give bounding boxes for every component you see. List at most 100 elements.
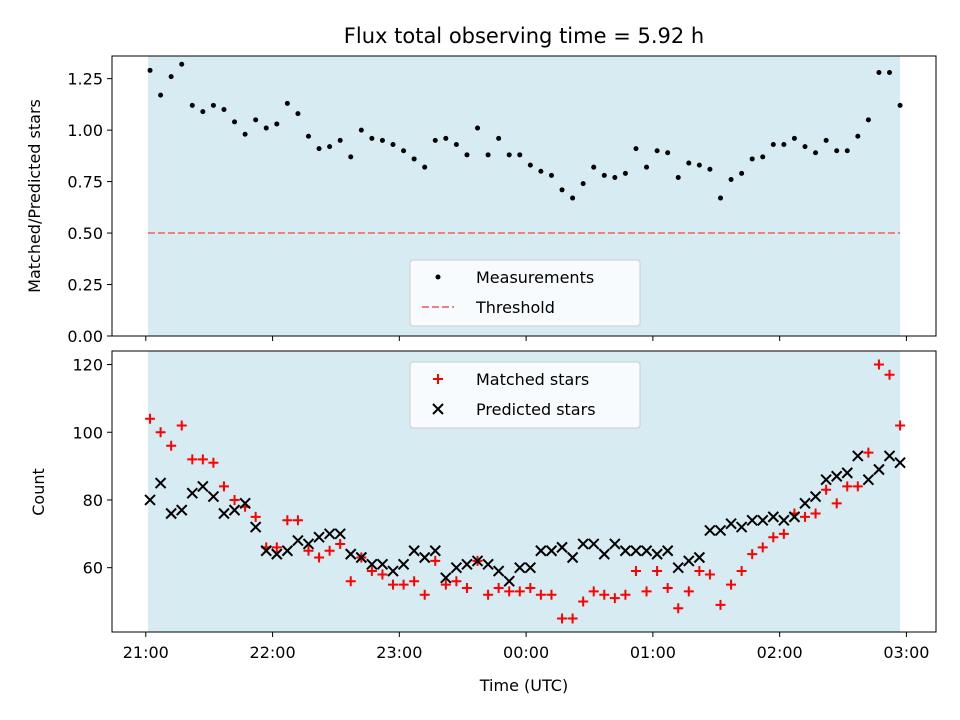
top-point: [813, 150, 819, 156]
bottom-matched-point: [683, 586, 694, 597]
top-legend-label: Measurements: [476, 268, 594, 287]
bottom-predicted-point: [767, 511, 780, 523]
bottom-matched-point: [778, 528, 789, 539]
bottom-predicted-point: [588, 538, 600, 550]
top-point: [644, 164, 650, 170]
top-point: [865, 117, 871, 123]
bottom-predicted-point: [619, 545, 632, 557]
top-point: [158, 92, 164, 98]
bottom-predicted-point: [778, 514, 790, 526]
x-tick-label: 00:00: [503, 643, 549, 662]
bottom-predicted-point: [514, 561, 526, 574]
bottom-predicted-point: [577, 538, 589, 550]
bottom-predicted-point: [492, 565, 505, 577]
bottom-matched-point: [588, 586, 599, 597]
bottom-matched-point: [810, 508, 821, 519]
bottom-matched-point: [282, 515, 293, 526]
top-point: [538, 168, 544, 174]
bottom-matched-point: [250, 511, 261, 522]
top-point: [284, 100, 290, 106]
bottom-matched-point: [768, 532, 779, 543]
bottom-predicted-point: [260, 545, 272, 557]
bottom-predicted-point: [809, 490, 822, 503]
bottom-matched-point: [842, 481, 853, 492]
bottom-predicted-point: [788, 511, 801, 523]
top-point: [728, 177, 734, 183]
bottom-matched-point: [493, 582, 504, 593]
bottom-legend-label: Predicted stars: [476, 400, 596, 419]
top-point: [464, 152, 470, 158]
top-point: [739, 170, 745, 176]
top-point: [686, 160, 692, 166]
top-point: [401, 148, 407, 154]
bottom-predicted-point: [323, 528, 336, 540]
bottom-matched-point: [757, 542, 768, 553]
top-point: [517, 152, 523, 158]
top-point: [253, 117, 259, 123]
bottom-predicted-point: [757, 514, 769, 526]
bottom-predicted-point: [408, 545, 420, 557]
bottom-matched-point: [440, 579, 451, 590]
top-panel: 0.00 0.25 0.50 0.75 1.00 1.25 Measurements Thre…: [67, 55, 937, 346]
top-point: [696, 162, 702, 168]
top-y-axis-label: Matched/Predicted stars: [25, 99, 44, 293]
bottom-predicted-point: [176, 504, 188, 516]
bottom-predicted-point: [450, 561, 463, 574]
bottom-predicted-point: [746, 514, 758, 526]
top-point: [443, 135, 449, 141]
bottom-predicted-point: [598, 548, 610, 560]
bottom-matched-point: [430, 555, 441, 566]
top-point: [601, 172, 607, 178]
bottom-matched-point: [578, 596, 589, 607]
bottom-matched-point: [451, 576, 462, 587]
top-point: [390, 142, 396, 148]
top-point: [654, 148, 660, 154]
top-legend: Measurements Threshold: [409, 259, 641, 327]
top-point: [897, 102, 903, 108]
bottom-matched-point: [863, 447, 874, 458]
top-point: [548, 172, 554, 178]
top-point: [707, 166, 713, 172]
bottom-matched-point: [599, 589, 610, 600]
top-point: [781, 142, 787, 148]
top-y-tick-label: 0.25: [67, 276, 103, 295]
bottom-predicted-point: [556, 541, 568, 554]
top-point: [305, 133, 311, 139]
bottom-predicted-point: [165, 507, 177, 520]
top-point: [348, 154, 354, 160]
top-point: [612, 174, 618, 180]
bottom-matched-point: [197, 454, 208, 465]
bottom-panel: 60 80 100 120 21:00 22:00 23:00 00:00 01:00 02:00…: [72, 350, 937, 662]
x-tick-label: 01:00: [630, 643, 676, 662]
top-point: [337, 137, 343, 143]
top-point: [622, 170, 628, 176]
top-point: [855, 133, 861, 139]
bottom-predicted-point: [186, 487, 198, 499]
top-legend-dot-marker: [435, 274, 441, 280]
bottom-matched-point: [546, 589, 557, 600]
bottom-predicted-point: [345, 548, 357, 560]
bottom-predicted-point: [852, 450, 864, 462]
bottom-predicted-point: [841, 467, 853, 479]
bottom-predicted-point: [683, 555, 695, 567]
bottom-matched-point: [218, 481, 229, 492]
bottom-predicted-point: [461, 558, 473, 570]
top-point: [475, 125, 481, 131]
bottom-matched-point: [176, 420, 187, 431]
top-point: [844, 148, 850, 154]
bottom-predicted-point: [292, 534, 304, 547]
bottom-predicted-point: [830, 470, 843, 482]
bottom-predicted-point: [672, 561, 684, 574]
x-tick-label: 03:00: [883, 643, 929, 662]
top-y-tick-label: 0.75: [67, 173, 103, 192]
bottom-matched-point: [292, 515, 303, 526]
top-point: [295, 111, 301, 117]
bottom-matched-point: [609, 593, 620, 604]
chart-title: Flux total observing time = 5.92 h: [344, 24, 704, 48]
top-point: [633, 146, 639, 152]
bottom-predicted-point: [366, 558, 378, 570]
top-point: [379, 137, 385, 143]
bottom-predicted-point: [704, 524, 716, 537]
bottom-predicted-point: [471, 555, 484, 567]
